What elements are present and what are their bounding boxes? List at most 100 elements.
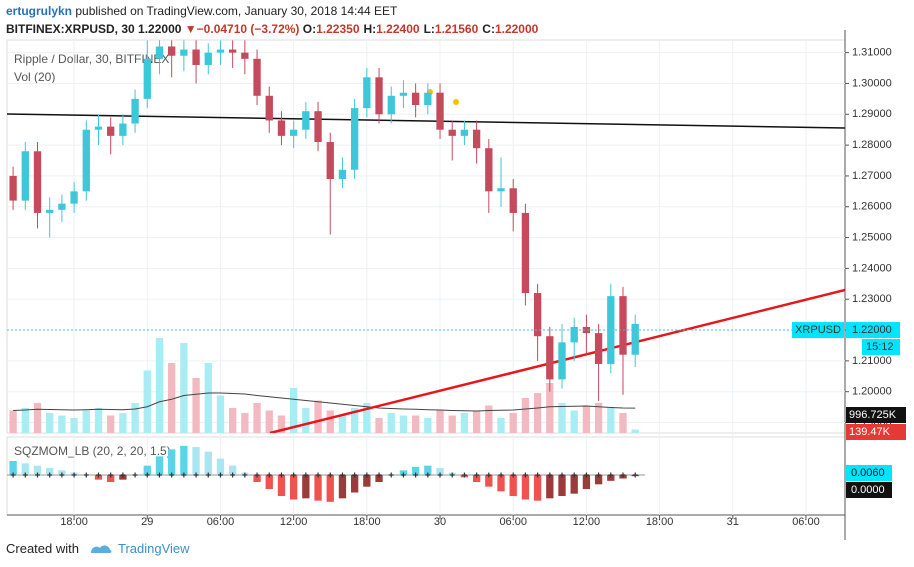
- candle-body: [472, 129, 481, 149]
- price: 1.22000: [138, 22, 182, 36]
- momentum-bar: [485, 475, 493, 487]
- momentum-bar: [326, 475, 334, 502]
- squeeze-cross: [169, 472, 175, 478]
- label-box: [846, 465, 892, 481]
- volume-bar: [497, 418, 505, 433]
- last-price-label: 1.22000: [852, 324, 892, 336]
- volume-bar: [411, 415, 420, 433]
- trend-line: [7, 113, 845, 129]
- squeeze-cross: [376, 472, 382, 478]
- user[interactable]: ertugrulykn: [6, 4, 73, 18]
- volume-bar: [424, 418, 432, 433]
- squeeze-cross: [413, 472, 419, 478]
- candle-body: [94, 126, 103, 130]
- volume-bar: [265, 410, 273, 433]
- volume-bar: [607, 408, 615, 433]
- momentum-bar: [594, 475, 603, 485]
- volume-label: 139.47K: [849, 426, 891, 438]
- volume-bar: [9, 410, 17, 433]
- volume-bar: [448, 415, 456, 433]
- momentum-bar: [168, 449, 176, 475]
- volume-bar: [363, 403, 371, 433]
- header-line: ertugrulykn published on TradingView.com…: [6, 4, 397, 18]
- volume-bar: [460, 413, 469, 433]
- squeeze-cross: [278, 472, 284, 478]
- squeeze-cross: [510, 472, 516, 478]
- x-tick-label: 06:00: [792, 516, 820, 528]
- label-box: [792, 322, 844, 339]
- momentum-bar: [229, 465, 237, 475]
- candle-body: [411, 92, 420, 106]
- x-tick-label: 18:00: [353, 516, 381, 528]
- y-tick-label: 1.30000: [852, 77, 892, 89]
- candle-body: [558, 342, 566, 380]
- x-tick-label: 12:00: [280, 516, 308, 528]
- ohlc: O:1.22350 H:1.22400 L:1.21560 C:1.22000: [303, 22, 543, 36]
- momentum-bar: [570, 475, 578, 494]
- y-tick-label: 1.31000: [852, 47, 892, 59]
- momentum-label: 0.0060: [851, 467, 885, 479]
- volume-bar: [326, 410, 334, 433]
- volume-bar: [192, 378, 200, 433]
- momentum-bar: [46, 468, 54, 475]
- logo: [90, 545, 112, 553]
- ohlc-key: L:: [423, 22, 435, 36]
- momentum-bar: [607, 475, 615, 481]
- x-tick-label: 06:00: [207, 516, 235, 528]
- candle-body: [131, 98, 139, 124]
- candle-body: [521, 212, 530, 294]
- volume-bar: [570, 410, 578, 433]
- candle-body: [265, 95, 273, 121]
- squeeze-cross: [608, 472, 614, 478]
- candle-body: [350, 108, 359, 170]
- y-tick-label: 1.28000: [852, 139, 892, 151]
- volume-bar: [253, 403, 261, 433]
- candle-body: [546, 336, 554, 380]
- momentum-bar: [314, 475, 322, 501]
- momentum-bar: [216, 458, 225, 475]
- volume-bar: [533, 393, 542, 433]
- momentum-bar: [582, 475, 591, 489]
- candle-body: [436, 92, 444, 130]
- candle-body: [570, 326, 578, 343]
- candle-body: [216, 49, 225, 53]
- published: published on TradingView.com, January 30…: [75, 4, 398, 18]
- momentum-bar: [546, 475, 554, 499]
- ohlc-key: C:: [482, 22, 495, 36]
- candle-body: [46, 209, 54, 213]
- volume-bar: [241, 413, 249, 433]
- squeeze-cross: [559, 472, 565, 478]
- squeeze-cross: [230, 472, 236, 478]
- ohlc-key: O:: [302, 22, 317, 36]
- squeeze-cross: [522, 472, 528, 478]
- momentum-bar: [521, 475, 530, 500]
- volume-bar: [94, 408, 103, 433]
- candle-body: [594, 333, 603, 364]
- candle-body: [582, 326, 591, 334]
- volume-bar: [314, 400, 322, 433]
- candle-body: [253, 58, 261, 96]
- candle-body: [424, 92, 432, 106]
- momentum-bar: [289, 475, 298, 500]
- squeeze-cross: [217, 472, 223, 478]
- volume-ma: [13, 392, 636, 412]
- candle-body: [119, 123, 127, 136]
- marker-dot: [453, 99, 459, 105]
- candle-body: [607, 296, 615, 364]
- squeeze-cross: [47, 472, 53, 478]
- footer: Created with TradingView: [6, 541, 190, 556]
- symbol: BITFINEX:XRPUSD, 30: [6, 22, 135, 36]
- label-box: [846, 407, 906, 423]
- volume-bar: [180, 343, 188, 433]
- candle-body: [204, 52, 212, 65]
- momentum-bar: [436, 468, 444, 475]
- squeeze-cross: [71, 472, 77, 478]
- created: Created with: [6, 541, 79, 556]
- candle-body: [155, 46, 164, 59]
- squeeze-cross: [339, 472, 345, 478]
- brand[interactable]: TradingView: [118, 541, 190, 556]
- momentum-bar: [155, 456, 164, 475]
- volume-bar: [131, 403, 139, 433]
- squeeze-cross: [34, 472, 40, 478]
- squeeze-cross: [388, 472, 394, 478]
